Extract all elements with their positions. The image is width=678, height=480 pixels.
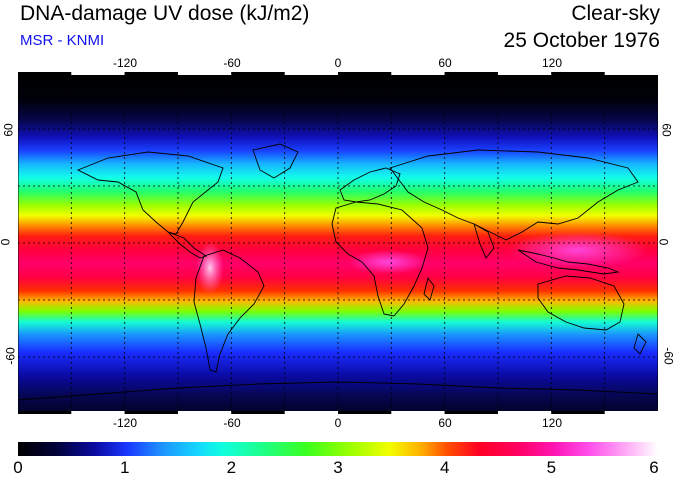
map-frame [18,72,658,414]
lon-label-bottom-120: 120 [541,416,563,430]
lon-label-top-neg120: -120 [112,56,138,70]
map-title: DNA-damage UV dose (kJ/m2) [20,2,310,25]
lat-label-left-neg60: -60 [3,347,18,365]
uv-hotspot-indonesia [508,232,648,268]
colorbar-label-4: 4 [439,458,450,477]
coastline-asia [389,149,639,241]
coastline-greenland [252,143,299,179]
uv-dose-map [18,72,658,414]
lon-label-bottom-neg120: -120 [112,416,138,430]
lon-label-bottom-0: 0 [334,416,342,430]
lat-label-right-0: 0 [656,238,671,246]
coastline-europe [339,167,401,203]
colorbar-label-0: 0 [13,458,23,477]
date-label: 25 October 1976 [503,29,660,52]
sky-condition-label: Clear-sky [571,2,660,25]
lon-label-top-neg60: -60 [223,56,241,70]
coastline-africa [331,201,429,317]
uv-hotspot-andes [196,242,224,294]
coastline-india [473,223,495,259]
colorbar-label-1: 1 [119,458,130,477]
lat-label-left-60: 60 [1,123,16,137]
lat-label-right-60: 60 [659,123,674,137]
coastline-new-zealand [633,333,647,355]
lat-label-right-neg60: -60 [661,347,676,365]
lon-label-top-0: 0 [334,56,342,70]
uv-hotspot-africa [348,250,428,274]
lon-label-bottom-neg60: -60 [223,416,241,430]
colorbar-label-5: 5 [546,458,557,477]
graticule [18,72,658,414]
coastline-central-america [167,231,208,259]
lon-label-top-60: 60 [438,56,452,70]
lon-label-bottom-60: 60 [438,416,452,430]
colorbar-label-6: 6 [649,458,659,477]
lon-label-top-120: 120 [541,56,563,70]
colorbar-label-2: 2 [226,458,237,477]
colorbar [18,442,658,456]
map-subtitle: MSR - KNMI [20,32,105,49]
coastline-australia [537,275,625,331]
lat-label-left-0: 0 [0,239,12,246]
coastline-south-america [193,249,265,373]
colorbar-label-3: 3 [333,458,343,477]
coastline-north-america [76,151,224,235]
